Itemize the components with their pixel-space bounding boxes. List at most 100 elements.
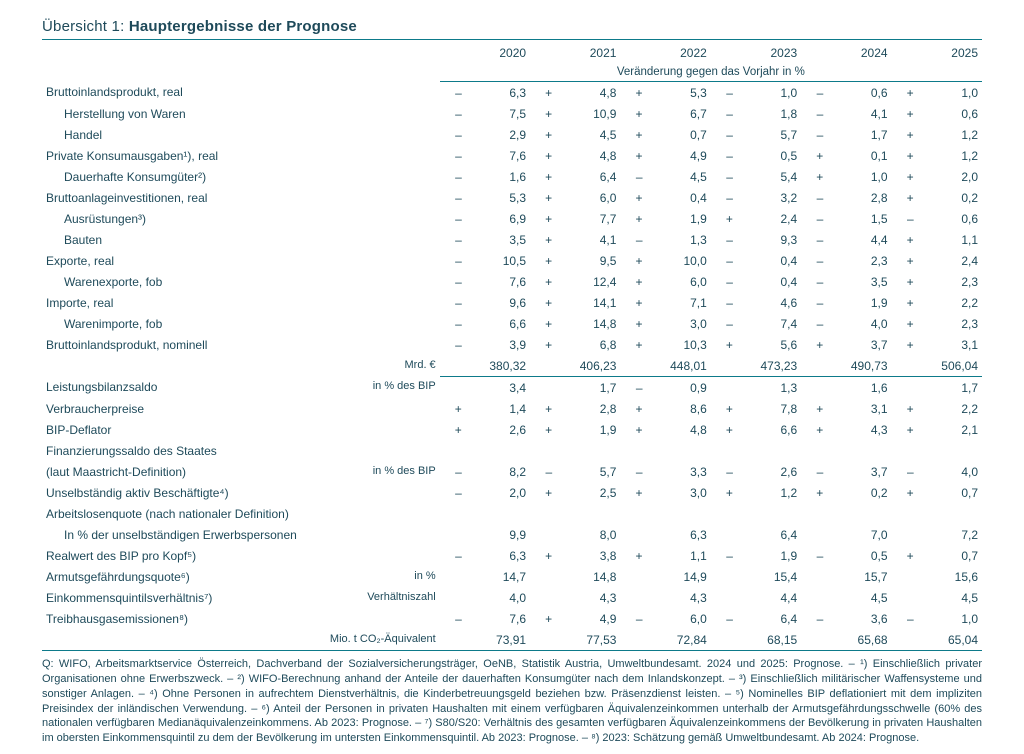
row-label: Ausrüstungen³) <box>42 208 321 229</box>
value-number: 9,6 <box>466 292 530 313</box>
row-label: Leistungsbilanzsaldo <box>42 377 321 399</box>
value-number <box>918 440 982 461</box>
value-sign: – <box>892 208 918 229</box>
value-sign: + <box>892 398 918 419</box>
value-sign: – <box>711 545 737 566</box>
value-sign: + <box>892 187 918 208</box>
value-number: 4,4 <box>827 229 891 250</box>
value-sign: – <box>801 103 827 124</box>
value-sign: – <box>711 461 737 482</box>
value-number: 5,3 <box>647 82 711 104</box>
value-sign: + <box>801 419 827 440</box>
value-number: 6,0 <box>647 608 711 629</box>
value-number: 9,9 <box>440 524 530 545</box>
row-unit <box>321 419 440 440</box>
value-number: 0,7 <box>647 124 711 145</box>
value-number: 3,0 <box>647 313 711 334</box>
value-number: 1,5 <box>827 208 891 229</box>
value-number: 4,8 <box>647 419 711 440</box>
value-number: 1,3 <box>737 377 801 399</box>
row-label: Warenimporte, fob <box>42 313 321 334</box>
value-sign: – <box>440 103 466 124</box>
value-number: 1,1 <box>918 229 982 250</box>
value-sign: + <box>530 313 556 334</box>
value-sign: – <box>801 208 827 229</box>
value-sign: + <box>892 145 918 166</box>
value-number: 7,0 <box>801 524 891 545</box>
value-sign: + <box>801 398 827 419</box>
value-number <box>440 503 530 524</box>
value-number: 7,2 <box>892 524 982 545</box>
value-number: 473,23 <box>711 355 801 377</box>
row-label: Dauerhafte Konsumgüter²) <box>42 166 321 187</box>
value-number: 3,1 <box>827 398 891 419</box>
value-sign: + <box>892 334 918 355</box>
value-sign: – <box>711 608 737 629</box>
value-number: 15,4 <box>711 566 801 587</box>
value-sign: + <box>620 250 646 271</box>
row-label: Bruttoinlandsprodukt, real <box>42 82 321 104</box>
row-label: Armutsgefährdungsquote⁶) <box>42 566 321 587</box>
row-unit <box>321 187 440 208</box>
value-sign: – <box>711 82 737 104</box>
value-sign: + <box>620 82 646 104</box>
value-sign <box>801 440 827 461</box>
value-number: 0,5 <box>737 145 801 166</box>
value-sign: + <box>530 229 556 250</box>
value-sign: – <box>440 313 466 334</box>
row-unit <box>321 208 440 229</box>
value-sign: + <box>620 187 646 208</box>
table-row: Bruttoinlandsprodukt, nominell–3,9+6,8+1… <box>42 334 982 355</box>
value-number: 14,8 <box>530 566 620 587</box>
value-number <box>530 503 620 524</box>
value-number: 7,7 <box>556 208 620 229</box>
table-row: (laut Maastricht-Definition)in % des BIP… <box>42 461 982 482</box>
row-unit <box>321 503 440 524</box>
value-sign: + <box>620 419 646 440</box>
value-number: 1,7 <box>556 377 620 399</box>
row-unit <box>321 292 440 313</box>
value-sign: – <box>440 166 466 187</box>
table-row: Warenexporte, fob–7,6+12,4+6,0–0,4–3,5+2… <box>42 271 982 292</box>
value-sign <box>801 377 827 399</box>
value-sign: + <box>892 292 918 313</box>
value-sign: + <box>620 208 646 229</box>
value-sign: + <box>530 545 556 566</box>
value-number: 5,7 <box>737 124 801 145</box>
value-sign: + <box>530 145 556 166</box>
table-row: Leistungsbilanzsaldoin % des BIP3,41,7–0… <box>42 377 982 399</box>
value-sign: + <box>892 124 918 145</box>
col-year-3: 2023 <box>711 40 801 62</box>
header-years-row: 2020 2021 2022 2023 2024 2025 <box>42 40 982 62</box>
value-number: 6,0 <box>647 271 711 292</box>
value-number: 4,9 <box>647 145 711 166</box>
value-sign: + <box>530 292 556 313</box>
value-sign: + <box>620 292 646 313</box>
value-number: 0,9 <box>647 377 711 399</box>
value-sign: + <box>892 482 918 503</box>
value-number: 1,9 <box>556 419 620 440</box>
value-number: 0,1 <box>827 145 891 166</box>
value-sign: – <box>440 187 466 208</box>
value-sign: + <box>801 482 827 503</box>
row-unit: Verhältniszahl <box>321 587 440 608</box>
value-number: 0,6 <box>918 208 982 229</box>
table-row: Warenimporte, fob–6,6+14,8+3,0–7,4–4,0+2… <box>42 313 982 334</box>
value-number: 4,3 <box>530 587 620 608</box>
value-number: 3,7 <box>827 461 891 482</box>
value-number: 6,4 <box>737 608 801 629</box>
row-unit <box>321 229 440 250</box>
value-number: 4,5 <box>556 124 620 145</box>
value-number: 0,2 <box>827 482 891 503</box>
value-number: 8,0 <box>530 524 620 545</box>
value-number: 2,4 <box>918 250 982 271</box>
value-sign: + <box>620 145 646 166</box>
row-label: Unselbständig aktiv Beschäftigte⁴) <box>42 482 321 503</box>
value-number: 9,5 <box>556 250 620 271</box>
value-number: 1,7 <box>827 124 891 145</box>
value-sign: + <box>892 313 918 334</box>
value-sign: + <box>801 334 827 355</box>
value-sign: – <box>801 250 827 271</box>
value-sign: – <box>440 608 466 629</box>
value-sign: – <box>801 271 827 292</box>
